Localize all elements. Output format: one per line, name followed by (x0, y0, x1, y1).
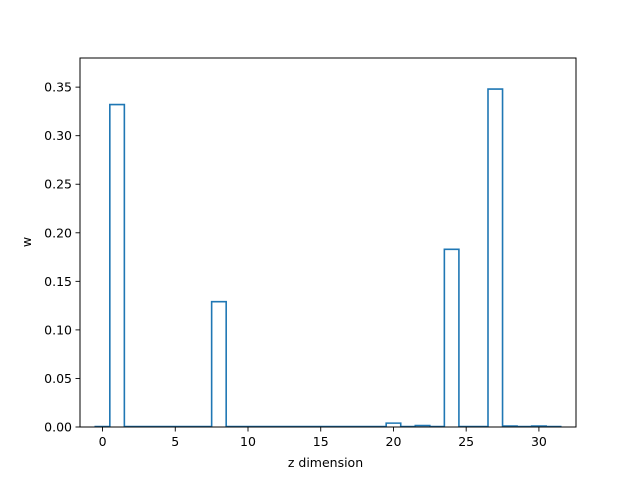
y-tick-label: 0.20 (44, 225, 72, 240)
x-tick-label: 30 (531, 434, 547, 449)
x-tick-label: 10 (240, 434, 256, 449)
y-tick-label: 0.05 (44, 371, 72, 386)
axes-frame (79, 57, 577, 428)
y-tick-label: 0.35 (44, 80, 72, 95)
y-tick-label: 0.00 (44, 420, 72, 435)
y-axis-label: w (19, 237, 34, 247)
x-tick-label: 25 (458, 434, 474, 449)
y-tick-label: 0.30 (44, 128, 72, 143)
y-tick-label: 0.10 (44, 322, 72, 337)
x-axis-label: z dimension (288, 455, 363, 470)
x-axis: 0 5 10 15 20 25 30 (99, 427, 547, 449)
x-tick-label: 5 (171, 434, 179, 449)
y-axis: 0.00 0.05 0.10 0.15 0.20 0.25 0.30 0.35 (44, 80, 80, 435)
x-tick-label: 0 (99, 434, 107, 449)
x-tick-label: 20 (386, 434, 402, 449)
y-tick-label: 0.25 (44, 177, 72, 192)
x-tick-label: 15 (313, 434, 329, 449)
y-tick-label: 0.15 (44, 274, 72, 289)
